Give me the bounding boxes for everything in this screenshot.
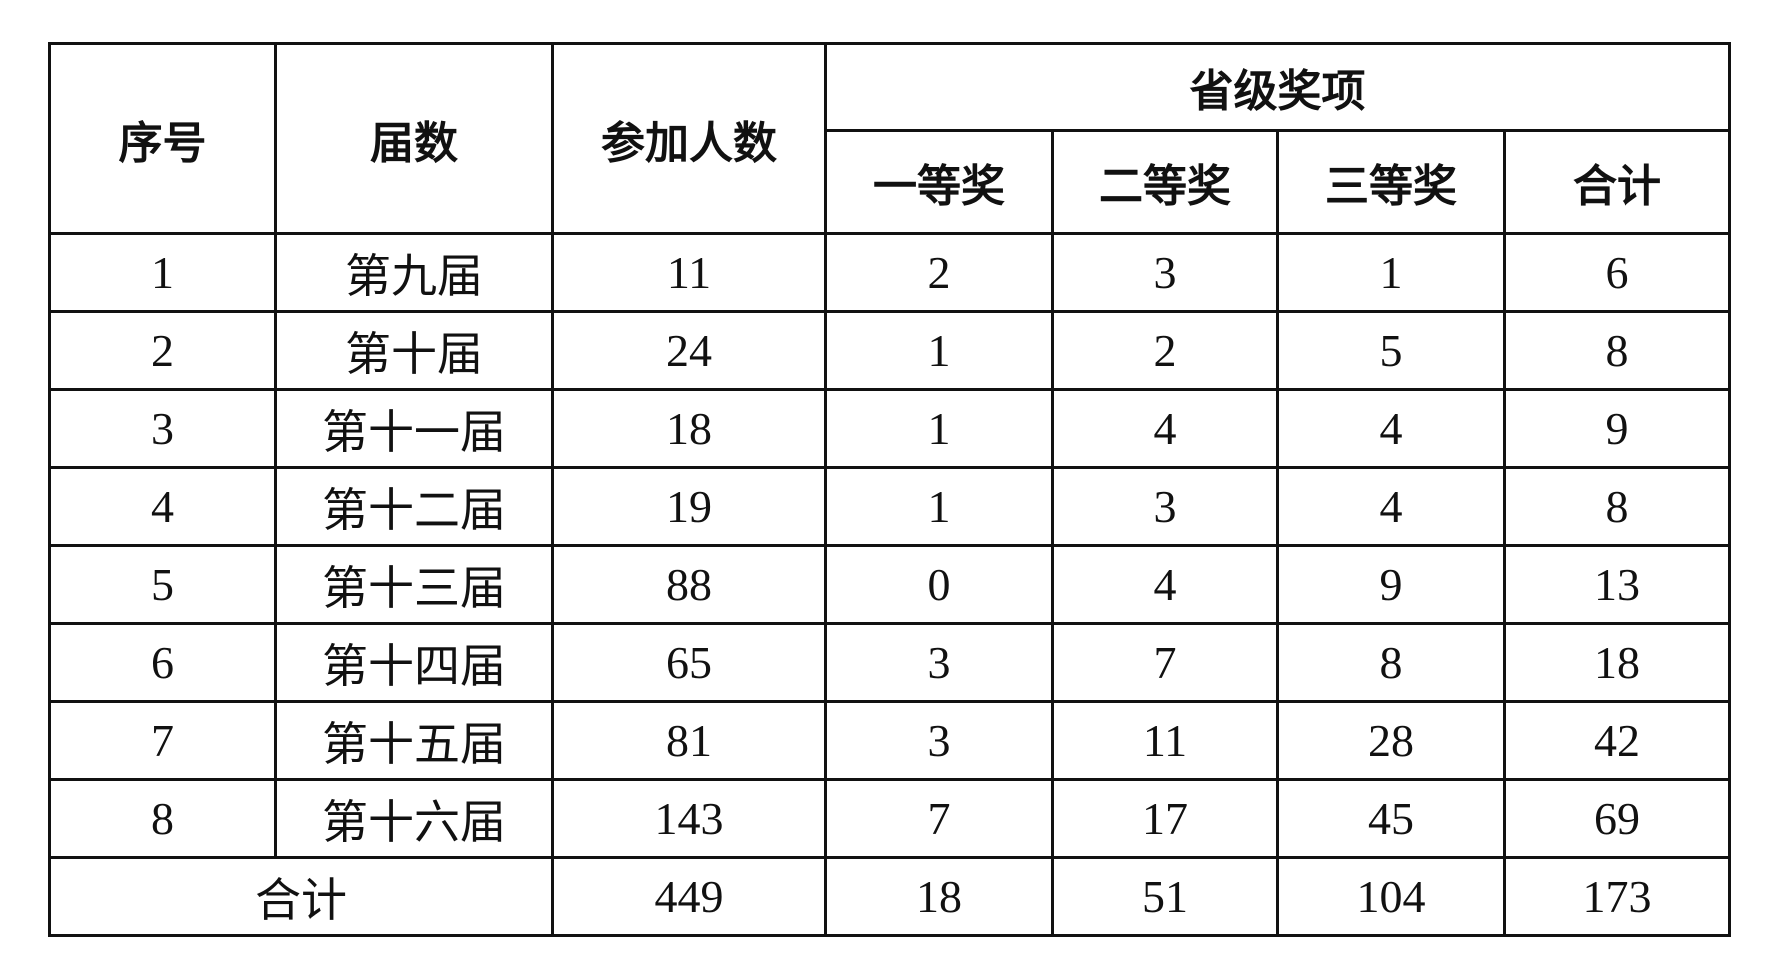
cell-session: 第十届 (274, 310, 554, 391)
cell-participants: 18 (551, 388, 827, 469)
cell-total: 6 (1503, 232, 1731, 313)
cell-total: 42 (1503, 700, 1731, 781)
header-third: 三等奖 (1276, 129, 1506, 235)
cell-second: 2 (1051, 310, 1279, 391)
cell-first: 1 (824, 388, 1054, 469)
cell-total: 8 (1503, 310, 1731, 391)
cell-seq: 8 (48, 778, 277, 859)
total-third: 104 (1276, 856, 1506, 937)
cell-session: 第十二届 (274, 466, 554, 547)
cell-session: 第十三届 (274, 544, 554, 625)
awards-table: 序号 届数 参加人数 省级奖项 一等奖 二等奖 三等奖 合计 1 第九届 11 … (48, 42, 1731, 937)
cell-third: 8 (1276, 622, 1506, 703)
cell-participants: 81 (551, 700, 827, 781)
cell-seq: 4 (48, 466, 277, 547)
cell-third: 1 (1276, 232, 1506, 313)
cell-seq: 3 (48, 388, 277, 469)
cell-total: 69 (1503, 778, 1731, 859)
cell-participants: 143 (551, 778, 827, 859)
cell-second: 11 (1051, 700, 1279, 781)
header-subrow: 一等奖 二等奖 三等奖 合计 (50, 129, 1731, 235)
cell-seq: 7 (48, 700, 277, 781)
total-label: 合计 (48, 856, 554, 937)
cell-second: 3 (1051, 466, 1279, 547)
cell-second: 4 (1051, 388, 1279, 469)
total-participants: 449 (551, 856, 827, 937)
cell-seq: 1 (48, 232, 277, 313)
table-row: 8 第十六届 143 7 17 45 69 (48, 778, 1731, 859)
total-second: 51 (1051, 856, 1279, 937)
table-row: 5 第十三届 88 0 4 9 13 (48, 544, 1731, 625)
header-total: 合计 (1503, 129, 1731, 235)
cell-participants: 19 (551, 466, 827, 547)
cell-first: 3 (824, 700, 1054, 781)
total-first: 18 (824, 856, 1054, 937)
cell-total: 8 (1503, 466, 1731, 547)
cell-first: 0 (824, 544, 1054, 625)
cell-second: 3 (1051, 232, 1279, 313)
cell-third: 9 (1276, 544, 1506, 625)
header-seq: 序号 (48, 42, 277, 235)
cell-third: 4 (1276, 466, 1506, 547)
cell-participants: 88 (551, 544, 827, 625)
cell-first: 1 (824, 466, 1054, 547)
table-row: 3 第十一届 18 1 4 4 9 (48, 388, 1731, 469)
cell-session: 第九届 (274, 232, 554, 313)
total-total: 173 (1503, 856, 1731, 937)
cell-third: 4 (1276, 388, 1506, 469)
table-row: 6 第十四届 65 3 7 8 18 (48, 622, 1731, 703)
cell-total: 13 (1503, 544, 1731, 625)
cell-session: 第十四届 (274, 622, 554, 703)
cell-session: 第十六届 (274, 778, 554, 859)
cell-first: 1 (824, 310, 1054, 391)
cell-first: 7 (824, 778, 1054, 859)
table-row: 2 第十届 24 1 2 5 8 (48, 310, 1731, 391)
cell-participants: 11 (551, 232, 827, 313)
cell-participants: 24 (551, 310, 827, 391)
header-first: 一等奖 (824, 129, 1054, 235)
cell-second: 4 (1051, 544, 1279, 625)
cell-session: 第十一届 (274, 388, 554, 469)
table-row: 7 第十五届 81 3 11 28 42 (48, 700, 1731, 781)
cell-third: 28 (1276, 700, 1506, 781)
cell-first: 3 (824, 622, 1054, 703)
cell-third: 45 (1276, 778, 1506, 859)
header-provincial-awards: 省级奖项 (824, 42, 1731, 132)
header-row: 序号 届数 参加人数 省级奖项 (48, 42, 1731, 235)
cell-seq: 5 (48, 544, 277, 625)
cell-total: 9 (1503, 388, 1731, 469)
cell-first: 2 (824, 232, 1054, 313)
cell-second: 7 (1051, 622, 1279, 703)
table-row: 1 第九届 11 2 3 1 6 (48, 232, 1731, 313)
header-session: 届数 (274, 42, 554, 235)
total-row: 合计 449 18 51 104 173 (48, 856, 1731, 937)
cell-seq: 6 (48, 622, 277, 703)
cell-total: 18 (1503, 622, 1731, 703)
table-row: 4 第十二届 19 1 3 4 8 (48, 466, 1731, 547)
header-participants: 参加人数 (551, 42, 827, 235)
cell-session: 第十五届 (274, 700, 554, 781)
header-second: 二等奖 (1051, 129, 1279, 235)
cell-second: 17 (1051, 778, 1279, 859)
cell-seq: 2 (48, 310, 277, 391)
cell-third: 5 (1276, 310, 1506, 391)
cell-participants: 65 (551, 622, 827, 703)
